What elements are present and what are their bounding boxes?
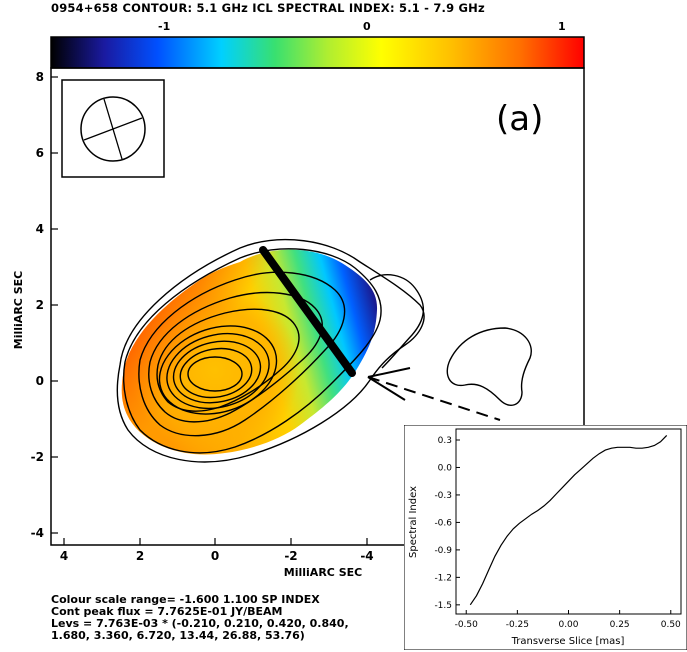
inset-y-tick-label: -1.2: [434, 573, 452, 583]
y-tick-label: 2: [36, 298, 44, 312]
x-tick-label: -4: [360, 549, 373, 563]
inset-y-tick-label: -0.9: [434, 546, 452, 556]
map-frame: [50, 67, 585, 546]
slice-pointer: [367, 367, 501, 421]
inset-y-tick-label: 0.0: [438, 463, 453, 473]
beam-axis: [103, 98, 123, 160]
inset-spectral-index-plot: -0.50 -0.25 0.00 0.25 0.50 0.3 0.0 -0.3 -0.6 -0.9…: [404, 425, 687, 650]
figure-title: 0954+658 CONTOUR: 5.1 GHz ICL SPECTRAL I…: [51, 1, 485, 15]
caption-line: Cont peak flux = 7.7625E-01 JY/BEAM: [51, 605, 283, 618]
beam-ellipse: [80, 96, 146, 162]
caption-line: 1.680, 3.360, 6.720, 13.44, 26.88, 53.76…: [51, 629, 305, 642]
panel-label: (a): [496, 99, 543, 139]
y-tick-label: 8: [36, 70, 44, 84]
y-tick-label: 6: [36, 146, 44, 160]
y-tick-label: -4: [31, 526, 44, 540]
caption-line: Levs = 7.763E-03 * (-0.210, 0.210, 0.420…: [51, 617, 349, 630]
inset-x-tick-label: -0.50: [455, 620, 479, 630]
x-tick-label: -2: [284, 549, 297, 563]
map-ticks: [51, 76, 368, 545]
inset-x-tick-label: -0.25: [506, 620, 529, 630]
x-tick-label: 0: [211, 549, 219, 563]
colorbar: [50, 36, 585, 69]
inset-y-tick-label: -0.6: [434, 518, 452, 528]
inset-y-tick-label: 0.3: [438, 436, 452, 446]
inset-y-tick-label: -0.3: [434, 491, 452, 501]
spectral-index-series-line: [469, 434, 668, 606]
caption-line: Colour scale range= -1.600 1.100 SP INDE…: [51, 593, 320, 606]
slice-line: [259, 246, 356, 377]
colorbar-tick-label: 0: [363, 20, 371, 33]
y-tick-label: 0: [36, 374, 44, 388]
y-tick-label: -2: [31, 450, 44, 464]
inset-y-tick-label: -1.5: [434, 601, 452, 611]
inset-x-tick-label: 0.00: [558, 620, 578, 630]
colorbar-tick-label: 1: [558, 20, 566, 33]
map-y-axis-label: MilliARC SEC: [12, 271, 25, 349]
inset-x-tick-label: 0.50: [661, 620, 681, 630]
inset-background: [404, 425, 687, 650]
x-tick-label: 2: [136, 549, 144, 563]
map-x-axis-label: MilliARC SEC: [284, 566, 362, 579]
x-tick-label: 4: [60, 549, 68, 563]
y-tick-label: 4: [36, 222, 44, 236]
colorbar-tick-label: -1: [158, 20, 171, 33]
contours: [116, 238, 532, 463]
inset-x-axis-label: Transverse Slice [mas]: [511, 636, 625, 647]
inset-x-tick-label: 0.25: [610, 620, 630, 630]
inset-y-axis-label: Spectral Index: [408, 486, 419, 558]
